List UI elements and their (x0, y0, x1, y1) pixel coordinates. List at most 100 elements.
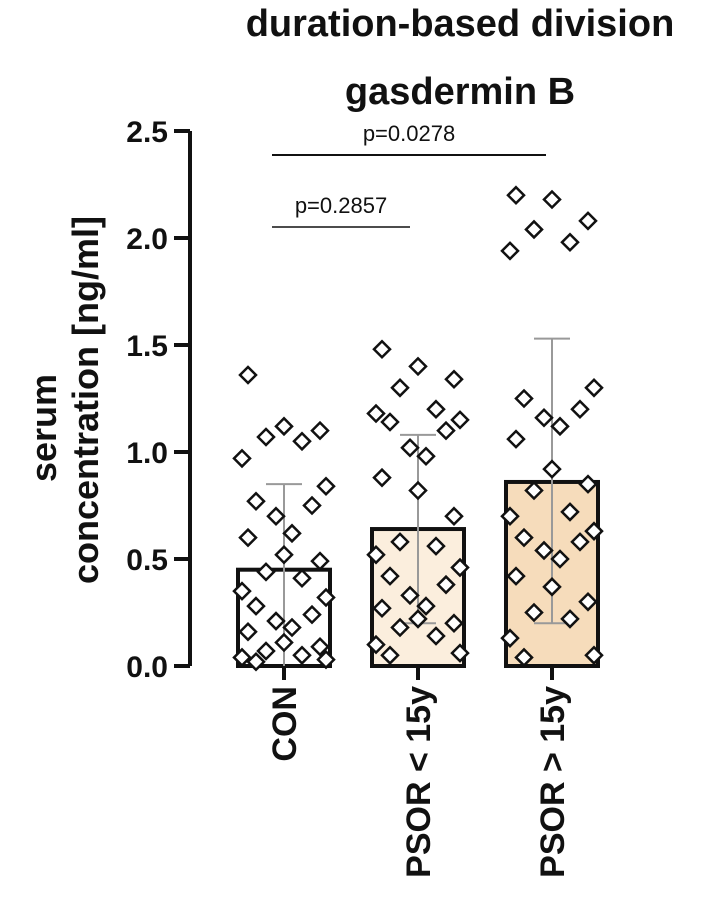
data-point (266, 611, 286, 631)
data-point (366, 403, 386, 424)
data-point (450, 643, 470, 663)
p-value-label: p=0.2857 (295, 193, 387, 218)
data-point (560, 232, 580, 253)
data-point (514, 527, 534, 548)
data-point (444, 613, 464, 633)
data-point (256, 562, 276, 582)
data-point (584, 521, 604, 541)
data-point (266, 506, 286, 526)
data-point (316, 476, 336, 497)
data-point (282, 523, 302, 544)
data-point (444, 369, 464, 390)
data-point (302, 604, 322, 625)
chart-title-line-1: duration-based division (246, 3, 675, 45)
significance-layer: p=0.2857 p=0.0278 (272, 121, 546, 228)
y-axis: 0.0 0.5 1.0 1.5 2.0 2.5 (126, 116, 192, 684)
data-point (274, 632, 294, 653)
data-point (292, 431, 312, 452)
data-point (542, 577, 562, 597)
data-point (390, 378, 410, 398)
y-axis-label-line-1: serum (23, 374, 64, 482)
data-point (372, 467, 392, 488)
data-point (542, 189, 562, 210)
data-point (426, 399, 446, 419)
data-point (246, 596, 266, 616)
data-point (444, 506, 464, 526)
data-point (408, 356, 428, 377)
data-point (256, 641, 276, 661)
data-point (316, 649, 336, 670)
x-category-label: PSOR > 15y (534, 686, 572, 878)
data-point (570, 399, 590, 419)
y-tick-label: 1.5 (126, 330, 168, 363)
data-point (500, 241, 520, 261)
x-category-label: PSOR < 15y (400, 686, 438, 878)
y-tick-label: 2.0 (126, 223, 168, 256)
data-point (578, 474, 598, 494)
data-point (238, 527, 258, 548)
data-point (542, 459, 562, 479)
data-point (232, 581, 252, 601)
data-point (524, 219, 544, 240)
data-point (506, 566, 526, 586)
data-point (310, 420, 330, 441)
data-point (408, 609, 428, 629)
y-tick-label: 0.5 (126, 544, 168, 577)
data-point (506, 185, 526, 205)
data-point (274, 544, 294, 565)
data-point (292, 645, 312, 666)
y-tick-label: 2.5 (126, 116, 168, 149)
data-point (400, 437, 420, 458)
data-point (578, 592, 598, 612)
data-point (274, 416, 294, 437)
data-point (372, 339, 392, 360)
data-point (400, 585, 420, 606)
data-point (570, 532, 590, 552)
data-point (506, 429, 526, 449)
data-point (534, 540, 554, 561)
data-point (584, 645, 604, 666)
data-point (534, 407, 554, 428)
data-point (436, 574, 456, 595)
data-point (578, 211, 598, 231)
x-axis-categories: CON PSOR < 15y PSOR > 15y (266, 666, 572, 878)
data-point (550, 416, 570, 437)
data-point (310, 636, 330, 657)
data-point (366, 634, 386, 655)
data-point (310, 551, 330, 571)
data-point (256, 427, 276, 447)
data-point (524, 602, 544, 623)
data-point (550, 549, 570, 569)
data-point (560, 502, 580, 522)
data-point (390, 532, 410, 552)
data-point (380, 645, 400, 666)
data-point (416, 446, 436, 467)
data-point (450, 410, 470, 430)
data-point (282, 617, 302, 638)
data-point (238, 621, 258, 642)
y-tick-label: 0.0 (126, 651, 168, 684)
y-axis-label-line-2: concentration [ng/ml] (65, 216, 106, 584)
data-point (246, 651, 266, 672)
data-point (560, 609, 580, 629)
data-point (246, 491, 266, 511)
data-points-layer (232, 185, 604, 672)
data-point (408, 480, 428, 501)
x-category-label: CON (266, 686, 304, 762)
data-point (500, 628, 520, 648)
data-point (232, 647, 252, 668)
data-point (524, 480, 544, 501)
data-point (514, 647, 534, 668)
chart-title-line-2: gasdermin B (345, 71, 575, 113)
data-point (426, 626, 446, 646)
data-point (302, 495, 322, 516)
data-point (514, 388, 534, 409)
p-value-label: p=0.0278 (363, 121, 455, 146)
data-point (232, 448, 252, 469)
data-point (366, 544, 386, 565)
data-point (238, 365, 258, 385)
data-point (500, 506, 520, 526)
data-point (426, 536, 446, 556)
data-point (316, 587, 336, 608)
